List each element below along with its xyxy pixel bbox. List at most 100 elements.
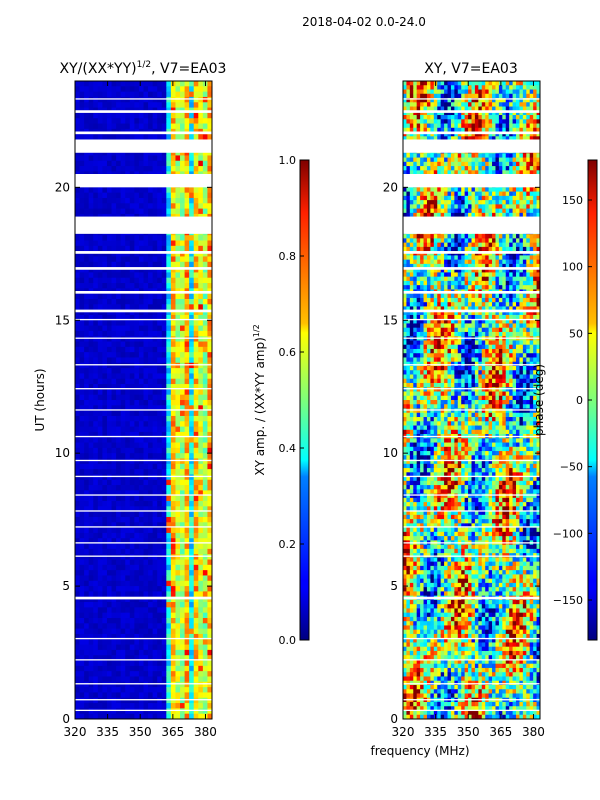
heatmap-cell [420,476,425,482]
heatmap-cell [88,192,94,199]
heatmap-cell [413,506,418,512]
heatmap-cell [161,580,167,587]
heatmap-cell [198,703,204,709]
heatmap-cell [430,344,435,350]
heatmap-cell [134,166,140,172]
heatmap-cell [420,510,425,516]
heatmap-cell [426,429,431,435]
heatmap-cell [116,532,122,539]
heatmap-cell [166,102,172,109]
heatmap-cell [161,437,167,444]
heatmap-cell [161,96,167,103]
heatmap-cell [134,400,140,406]
heatmap-cell [157,245,163,252]
heatmap-cell [193,527,199,534]
heatmap-cell [413,676,418,682]
heatmap-cell [116,437,122,444]
heatmap-cell [79,421,85,428]
heatmap-cell [180,267,186,273]
heatmap-cell [120,197,126,204]
heatmap-cell [152,187,158,194]
heatmap-cell [403,89,407,95]
heatmap-cell [134,649,140,656]
heatmap-cell [84,261,90,268]
heatmap-cell [170,251,176,257]
heatmap-cell [413,395,418,401]
heatmap-cell [97,495,103,502]
heatmap-cell [166,660,172,667]
heatmap-cell [426,565,431,571]
heatmap-cell [175,203,181,210]
heatmap-cell [143,272,149,279]
heatmap-cell [420,323,425,329]
heatmap-cell [184,453,190,459]
heatmap-cell [129,160,135,167]
heatmap-cell [106,203,113,210]
heatmap-cell [75,155,81,162]
heatmap-cell [88,283,94,289]
heatmap-cell [202,187,208,194]
heatmap-cell [106,293,113,300]
heatmap-cell [170,458,176,465]
heatmap-cell [423,102,428,108]
heatmap-cell [143,655,149,662]
heatmap-cell [175,665,181,672]
heatmap-cell [88,713,94,719]
heatmap-cell [409,493,414,499]
heatmap-cell [416,672,421,677]
heatmap-cell [430,714,435,719]
heatmap-cell [120,203,126,210]
heatmap-cell [170,633,176,640]
heatmap-cell [170,261,176,268]
heatmap-cell [157,681,163,688]
heatmap-cell [134,203,140,210]
heatmap-cell [152,346,158,353]
heatmap-cell [79,479,85,486]
heatmap-cell [157,697,163,704]
heatmap-cell [93,649,99,656]
heatmap-cell [152,426,158,433]
heatmap-cell [152,692,158,699]
heatmap-cell [75,341,81,348]
heatmap-cell [416,676,421,682]
heatmap-cell [170,692,176,699]
heatmap-cell [143,362,149,369]
heatmap-cell [116,197,122,204]
heatmap-cell [180,325,186,332]
heatmap-cell [202,208,208,215]
heatmap-cell [111,405,117,412]
heatmap-cell [134,431,140,438]
heatmap-cell [189,384,195,390]
heatmap-cell [413,612,418,618]
heatmap-cell [152,341,158,348]
heatmap-cell [79,267,85,273]
heatmap-cell [413,93,418,99]
heatmap-cell [93,708,99,715]
heatmap-cell [420,285,425,290]
heatmap-cell [166,570,172,576]
heatmap-cell [120,474,126,481]
heatmap-cell [111,511,117,518]
heatmap-cell [97,596,103,603]
heatmap-cell [198,644,204,651]
heatmap-cell [184,532,190,539]
heatmap-cell [420,378,425,384]
heatmap-cell [180,341,186,348]
heatmap-cell [134,160,140,167]
heatmap-cell [430,561,435,567]
heatmap-cell [116,261,122,268]
heatmap-cell [180,112,186,119]
heatmap-cell [198,410,204,417]
heatmap-cell [403,638,407,643]
heatmap-cell [409,102,414,108]
heatmap-cell [120,479,126,486]
heatmap-cell [102,501,108,507]
heatmap-cell [84,235,90,241]
heatmap-cell [430,578,435,584]
heatmap-cell [175,649,181,656]
heatmap-cell [184,431,190,438]
heatmap-cell [198,240,204,247]
heatmap-cell [79,623,85,630]
heatmap-cell [403,514,407,520]
heatmap-cell [426,365,431,371]
